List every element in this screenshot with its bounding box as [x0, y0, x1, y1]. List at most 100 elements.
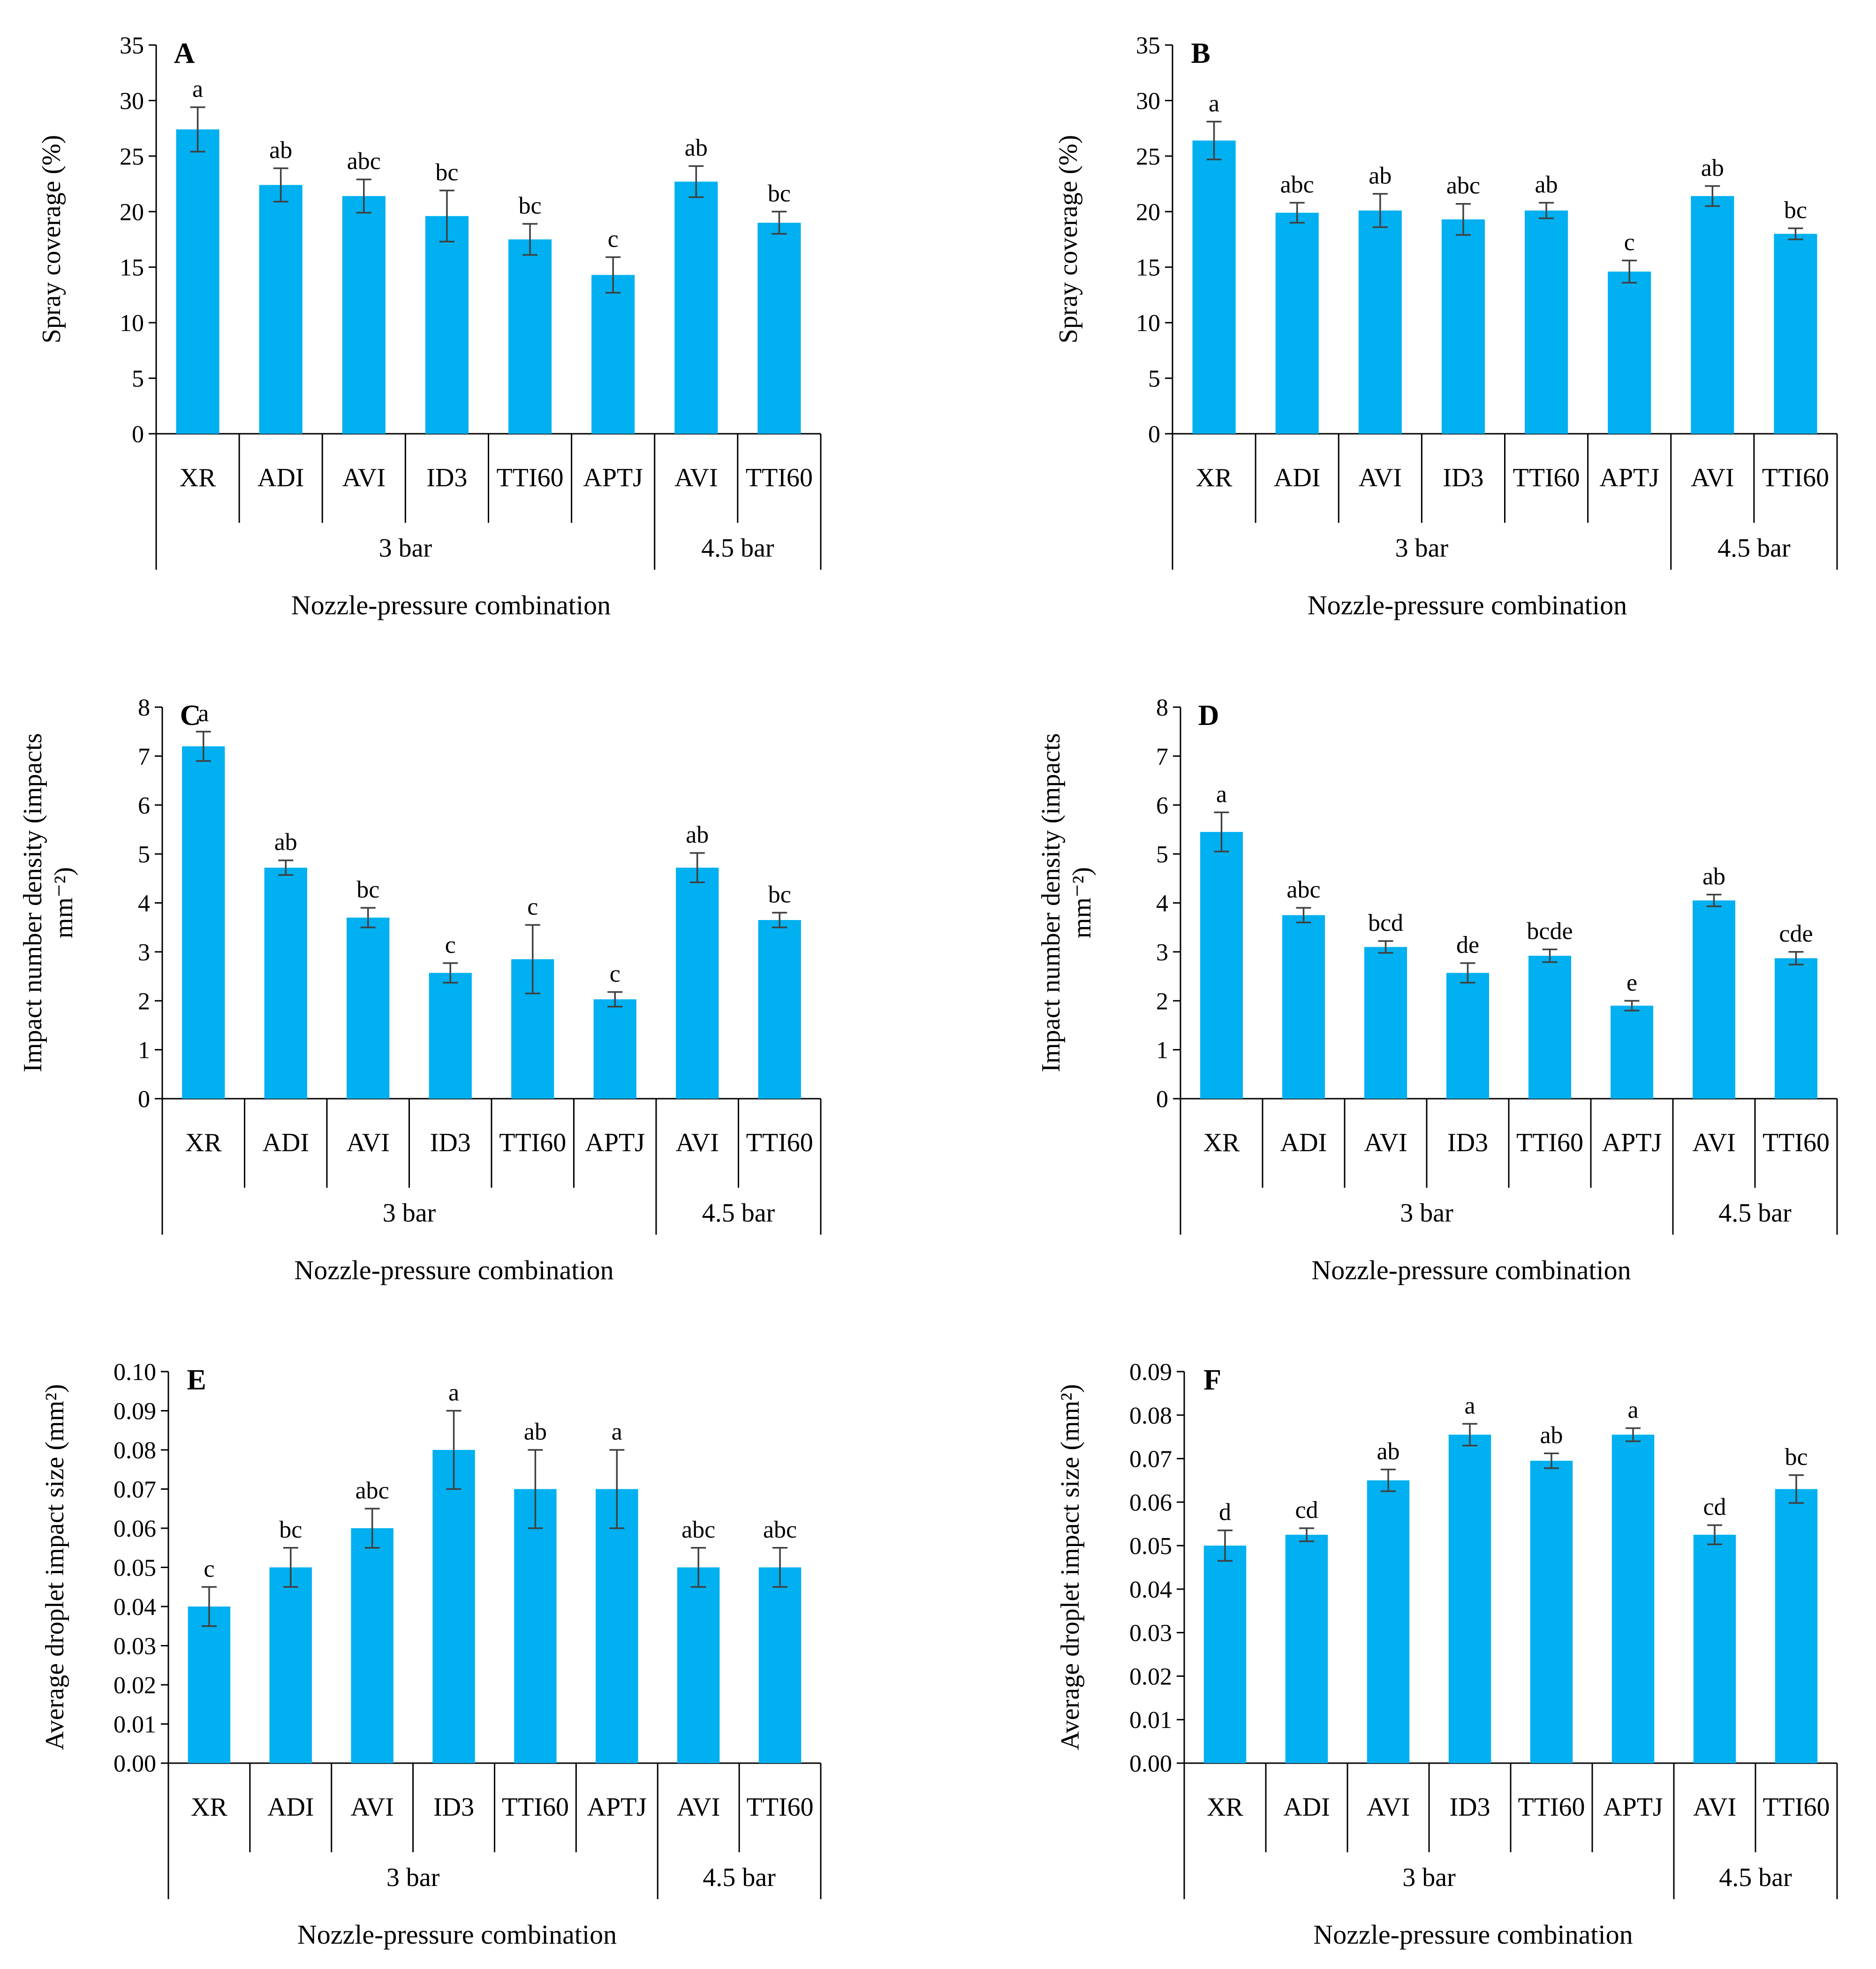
significance-letter: c	[445, 932, 456, 958]
bar	[429, 973, 472, 1099]
x-category-label: AVI	[347, 1128, 390, 1157]
group-label: 4.5 bar	[703, 1863, 776, 1892]
significance-letter: bc	[768, 881, 791, 908]
x-category-label: XR	[185, 1128, 222, 1157]
y-tick-label: 7	[138, 743, 150, 770]
y-tick-label: 2	[138, 988, 150, 1015]
x-category-label: ADI	[262, 1128, 309, 1157]
y-tick-label: 7	[1156, 743, 1168, 770]
panel-label: A	[174, 38, 195, 69]
x-category-label: TTI60	[497, 463, 564, 492]
bar	[432, 1450, 475, 1763]
group-label: 3 bar	[379, 534, 432, 563]
x-category-label: AVI	[674, 463, 718, 492]
bar	[1192, 140, 1236, 434]
x-category-label: XR	[191, 1793, 227, 1822]
y-tick-label: 1	[138, 1037, 150, 1064]
bar	[259, 185, 303, 434]
y-tick-label: 20	[1136, 199, 1160, 226]
significance-letter: a	[612, 1418, 622, 1445]
x-category-label: APTJ	[1599, 463, 1659, 492]
significance-letter: bc	[356, 876, 379, 903]
y-tick-label: 5	[138, 841, 150, 868]
y-tick-label: 0	[1148, 421, 1160, 448]
bar	[264, 868, 307, 1099]
significance-letter: ab	[1540, 1422, 1563, 1448]
x-category-label: AVI	[1692, 1128, 1735, 1157]
x-category-label: ADI	[1283, 1793, 1330, 1822]
significance-letter: a	[1216, 781, 1227, 807]
y-axis-title: Impact number density (impactsmm⁻²)	[18, 733, 78, 1072]
significance-letter: c	[527, 893, 538, 920]
bar	[182, 746, 225, 1099]
y-tick-label: 0.04	[113, 1594, 156, 1621]
x-category-label: APTJ	[1602, 1128, 1662, 1157]
y-tick-label: 0.09	[113, 1398, 156, 1425]
significance-letter: c	[608, 226, 619, 252]
y-tick-label: 0.01	[1129, 1707, 1172, 1734]
y-tick-label: 0.10	[113, 1359, 156, 1386]
y-tick-label: 0.02	[113, 1672, 156, 1699]
y-tick-label: 30	[120, 88, 144, 114]
x-category-label: TTI60	[747, 1793, 814, 1822]
significance-letter: cd	[1703, 1494, 1726, 1521]
panel-label: E	[187, 1364, 206, 1396]
x-category-label: ID3	[1443, 463, 1483, 492]
y-tick-label: 0.06	[1129, 1489, 1172, 1516]
significance-letter: a	[1464, 1392, 1475, 1419]
bar	[1441, 219, 1485, 434]
y-tick-label: 0.05	[113, 1555, 156, 1582]
group-label: 4.5 bar	[701, 534, 774, 563]
significance-letter: cde	[1779, 920, 1813, 947]
y-tick-label: 15	[120, 255, 144, 281]
y-axis-title-line: mm⁻²)	[1067, 867, 1097, 938]
y-tick-label: 0.05	[1129, 1533, 1172, 1560]
bar	[1774, 234, 1817, 434]
y-tick-label: 0.00	[113, 1750, 156, 1777]
x-category-label: XR	[1196, 463, 1233, 492]
x-category-label: TTI60	[1516, 1128, 1583, 1157]
x-category-label: ADI	[257, 463, 304, 492]
y-tick-label: 0.07	[1129, 1446, 1172, 1473]
bar	[1282, 915, 1325, 1099]
significance-letter: ab	[1377, 1438, 1399, 1465]
x-category-label: ID3	[1447, 1128, 1488, 1157]
x-category-label: ID3	[430, 1128, 471, 1157]
x-category-label: TTI60	[1513, 463, 1580, 492]
x-category-label: AVI	[676, 1128, 719, 1157]
bar	[347, 917, 390, 1099]
y-tick-label: 4	[1156, 890, 1168, 917]
significance-letter: ab	[686, 822, 709, 848]
bar	[1611, 1005, 1653, 1099]
bar	[1530, 1461, 1573, 1763]
y-tick-label: 2	[1156, 988, 1168, 1015]
bar	[1775, 1489, 1818, 1763]
significance-letter: c	[1624, 229, 1635, 256]
significance-letter: bc	[768, 180, 791, 207]
bar	[1528, 956, 1571, 1099]
bar	[758, 920, 801, 1099]
significance-letter: bc	[1784, 197, 1807, 224]
x-category-label: XR	[1207, 1793, 1243, 1822]
significance-letter: ab	[524, 1418, 547, 1445]
x-category-label: AVI	[1359, 463, 1402, 492]
x-category-label: AVI	[1693, 1793, 1736, 1822]
x-category-label: AVI	[677, 1793, 720, 1822]
y-tick-label: 30	[1136, 88, 1160, 114]
panel-label: C	[180, 700, 201, 732]
y-tick-label: 0.08	[1129, 1403, 1172, 1429]
bar	[757, 222, 801, 434]
y-tick-label: 0.01	[113, 1712, 156, 1738]
group-label: 3 bar	[1402, 1863, 1456, 1892]
y-axis-title: Impact number density (impactsmm⁻²)	[1036, 733, 1097, 1072]
chart-panel-c: 0 1 2 3 4 5 6 7 8 3 bar 4.5 bar a XR ab ADI bc AVI c ID3 c T…	[18, 694, 822, 1285]
significance-letter: bc	[1785, 1444, 1808, 1471]
bar	[596, 1489, 638, 1763]
y-tick-label: 0.03	[1129, 1620, 1172, 1647]
y-tick-label: 0.00	[1129, 1750, 1172, 1777]
group-label: 3 bar	[1395, 534, 1449, 563]
group-label: 4.5 bar	[1717, 534, 1791, 563]
significance-letter: ab	[685, 135, 708, 161]
y-tick-label: 8	[1156, 694, 1168, 721]
